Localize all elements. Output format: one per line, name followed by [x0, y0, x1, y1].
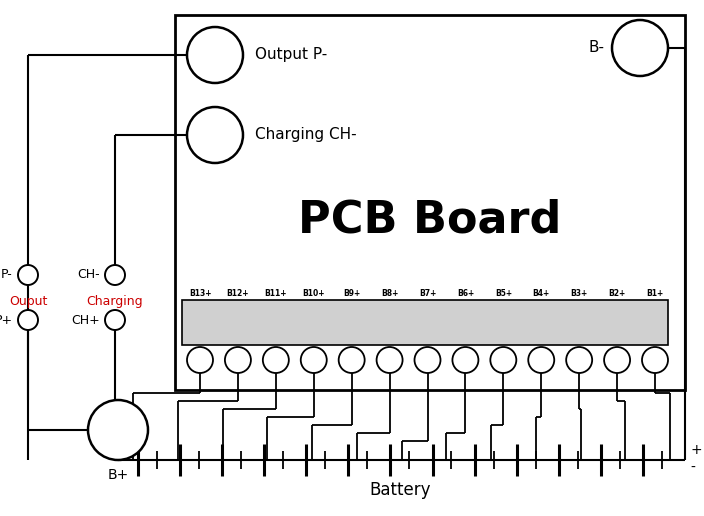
Circle shape: [187, 27, 243, 83]
Text: -: -: [690, 461, 695, 475]
Circle shape: [642, 347, 668, 373]
Text: B3+: B3+: [570, 289, 588, 298]
Circle shape: [528, 347, 554, 373]
Text: B6+: B6+: [457, 289, 474, 298]
Circle shape: [490, 347, 516, 373]
Text: Battery: Battery: [370, 481, 431, 499]
Circle shape: [18, 310, 38, 330]
Circle shape: [105, 310, 125, 330]
Circle shape: [377, 347, 403, 373]
Circle shape: [187, 107, 243, 163]
Circle shape: [18, 265, 38, 285]
Text: B9+: B9+: [343, 289, 360, 298]
Text: B+: B+: [108, 468, 129, 482]
Circle shape: [339, 347, 365, 373]
Circle shape: [612, 20, 668, 76]
Text: Charging CH-: Charging CH-: [255, 127, 357, 142]
Bar: [182, 300, 668, 345]
Text: B11+: B11+: [265, 289, 287, 298]
Circle shape: [88, 400, 148, 460]
Text: B10+: B10+: [303, 289, 325, 298]
Circle shape: [187, 347, 213, 373]
Text: P-: P-: [1, 268, 13, 282]
Text: Ouput: Ouput: [9, 295, 47, 308]
Text: B8+: B8+: [381, 289, 398, 298]
Text: B5+: B5+: [495, 289, 512, 298]
Circle shape: [263, 347, 289, 373]
Text: B7+: B7+: [419, 289, 436, 298]
Circle shape: [453, 347, 479, 373]
Text: PCB Board: PCB Board: [298, 199, 562, 241]
Circle shape: [105, 265, 125, 285]
Text: P+: P+: [0, 314, 13, 327]
Text: Output P-: Output P-: [255, 47, 327, 62]
Text: B13+: B13+: [189, 289, 211, 298]
Circle shape: [225, 347, 251, 373]
Circle shape: [415, 347, 441, 373]
Text: B12+: B12+: [227, 289, 249, 298]
Text: CH-: CH-: [77, 268, 100, 282]
Text: +: +: [690, 443, 702, 457]
Text: B2+: B2+: [608, 289, 626, 298]
Circle shape: [604, 347, 630, 373]
Text: B1+: B1+: [646, 289, 664, 298]
Circle shape: [566, 347, 592, 373]
Circle shape: [301, 347, 327, 373]
Text: Charging: Charging: [87, 295, 144, 308]
Text: B4+: B4+: [533, 289, 550, 298]
Bar: [175, 15, 685, 390]
Text: B-: B-: [588, 40, 604, 56]
Text: CH+: CH+: [71, 314, 100, 327]
